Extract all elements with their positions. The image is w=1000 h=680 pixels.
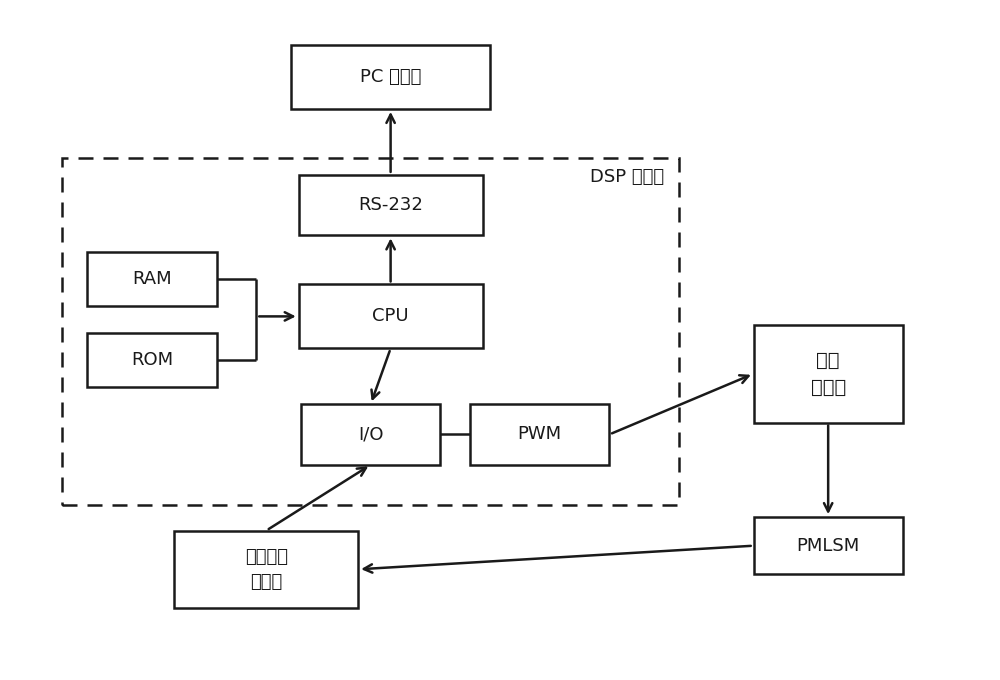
Bar [299, 284, 483, 348]
Text: PMLSM: PMLSM [797, 537, 860, 555]
Bar [87, 333, 217, 387]
Bar [301, 404, 440, 464]
Bar [754, 325, 903, 422]
Text: I/O: I/O [358, 426, 383, 443]
Text: 功率
驱动器: 功率 驱动器 [811, 351, 846, 396]
Bar [291, 45, 490, 109]
Bar [754, 517, 903, 575]
Text: DSP 控制器: DSP 控制器 [590, 168, 664, 186]
Text: PWM: PWM [518, 426, 562, 443]
Bar [62, 158, 679, 505]
Bar [299, 175, 483, 235]
Text: PC 计算机: PC 计算机 [360, 68, 421, 86]
Text: ROM: ROM [131, 352, 173, 369]
Text: 动子位移
传感器: 动子位移 传感器 [245, 548, 288, 591]
Text: RAM: RAM [132, 270, 172, 288]
Bar [87, 252, 217, 306]
Text: RS-232: RS-232 [358, 196, 423, 214]
Bar [174, 530, 358, 608]
Bar [470, 404, 609, 464]
Text: CPU: CPU [372, 307, 409, 326]
